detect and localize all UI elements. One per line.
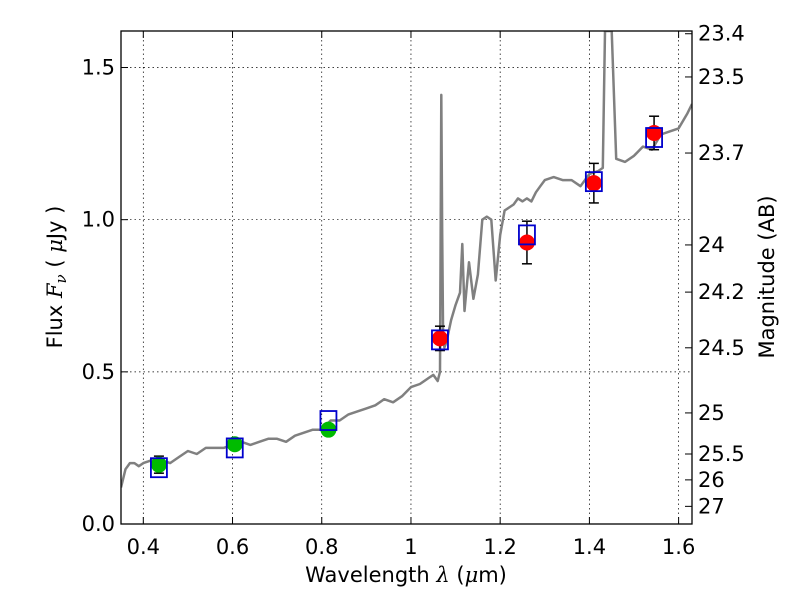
y-tick-label: 1.5 [82, 56, 115, 80]
x-axis-unit-end: m) [478, 563, 507, 587]
y-axis-left-label: Flux Fν ( μJy ) [43, 206, 70, 349]
tick-labels: 0.4 0.6 0.8 1 1.2 1.4 1.6 0.0 0.5 1.0 1.5 23.4 23.5 2… [82, 22, 745, 559]
y-tick-label: 0.5 [82, 360, 115, 384]
x-axis-lambda: λ [435, 563, 449, 587]
y-tick-label: 0.0 [82, 512, 115, 536]
magnitude-tick-label: 23.4 [698, 22, 745, 46]
photometry-point [585, 175, 602, 192]
model-markers [150, 127, 663, 479]
x-tick-label: 0.6 [216, 535, 249, 559]
y-axis-left-paren: ( [43, 253, 67, 275]
magnitude-tick-label: 24.2 [698, 280, 745, 304]
x-axis-unit: ( [450, 563, 465, 587]
magnitude-tick-label: 23.7 [698, 141, 745, 165]
y-axis-right-label: Magnitude (AB) [755, 195, 779, 358]
model-flux-square [319, 410, 338, 431]
photometry-point [226, 436, 243, 453]
y-tick-label: 1.0 [82, 208, 115, 232]
magnitude-tick-label: 25.5 [698, 442, 745, 466]
model-flux-square [584, 171, 603, 193]
model-flux-square [150, 457, 168, 479]
y-axis-left-word: Flux [43, 298, 67, 348]
x-tick-label: 0.4 [127, 535, 160, 559]
magnitude-tick-label: 27 [698, 494, 725, 518]
photometry-point [150, 456, 167, 473]
y-axis-left-nu: ν [52, 274, 70, 283]
x-axis-label-word: Wavelength [305, 563, 436, 587]
model-flux-square [225, 437, 244, 459]
x-tick-label: 1.4 [573, 535, 606, 559]
x-tick-label: 1.2 [483, 535, 516, 559]
plot-frame [120, 30, 693, 525]
data-points [150, 124, 663, 473]
magnitude-tick-label: 25 [698, 401, 725, 425]
y-axis-left-mu: μ [43, 239, 67, 253]
y-axis-left-unit: Jy ) [43, 206, 67, 242]
photometry-point [431, 330, 448, 347]
x-tick-label: 1.6 [662, 535, 695, 559]
magnitude-tick-label: 24 [698, 233, 725, 257]
photometry-point [518, 234, 535, 251]
x-axis-label: Wavelength λ (μm) [305, 563, 507, 587]
axis-ticks [121, 31, 692, 525]
y-axis-left-fnu: F [43, 282, 67, 299]
photometry-point [646, 124, 663, 141]
model-flux-square [431, 329, 449, 351]
x-tick-label: 1 [404, 535, 417, 559]
model-flux-square [645, 127, 663, 148]
x-tick-label: 0.8 [305, 535, 338, 559]
x-axis-mu: μ [465, 563, 479, 587]
model-flux-square [518, 224, 536, 246]
magnitude-tick-label: 24.5 [698, 336, 745, 360]
magnitude-tick-label: 23.5 [698, 65, 745, 89]
magnitude-tick-label: 26 [698, 468, 725, 492]
